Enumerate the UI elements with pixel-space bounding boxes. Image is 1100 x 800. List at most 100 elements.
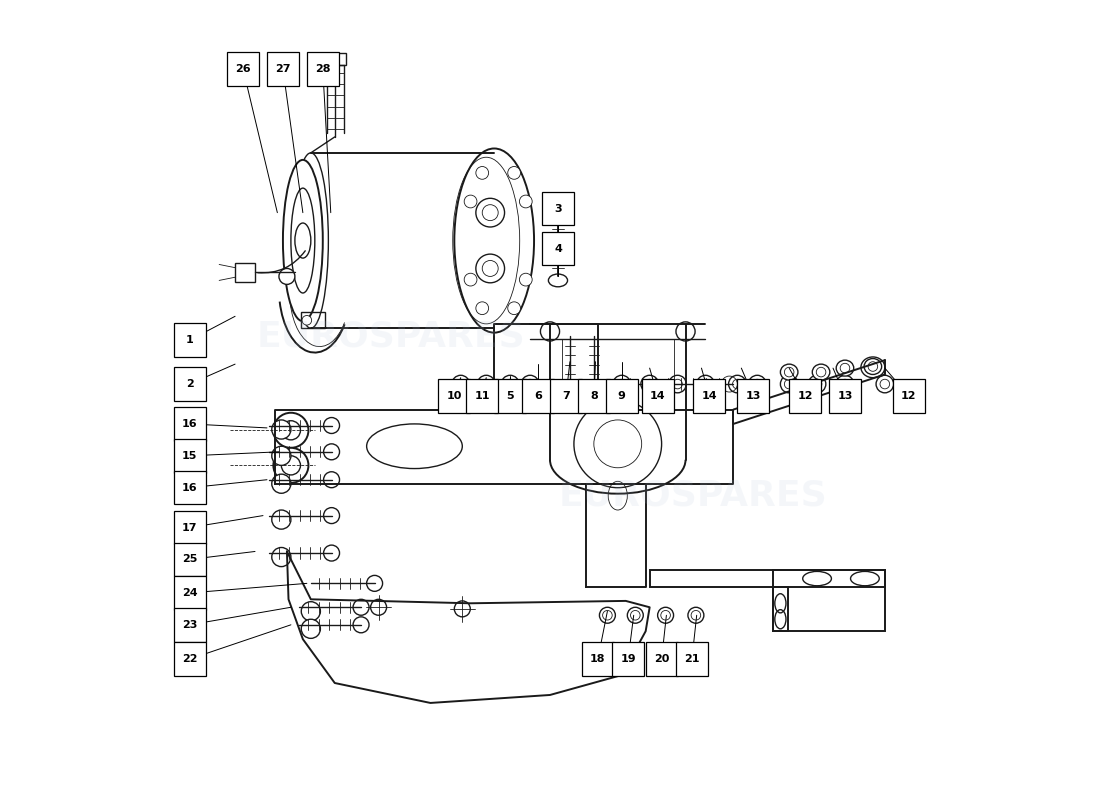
Ellipse shape	[865, 358, 881, 374]
Text: 17: 17	[182, 522, 197, 533]
Text: 15: 15	[182, 451, 197, 461]
FancyBboxPatch shape	[693, 379, 725, 413]
Text: 14: 14	[650, 391, 666, 401]
Ellipse shape	[353, 617, 369, 633]
FancyBboxPatch shape	[641, 379, 673, 413]
FancyBboxPatch shape	[582, 642, 614, 676]
FancyBboxPatch shape	[893, 379, 925, 413]
Ellipse shape	[272, 510, 290, 529]
Bar	[326, 54, 345, 65]
FancyBboxPatch shape	[174, 323, 206, 357]
FancyBboxPatch shape	[550, 379, 582, 413]
Text: 12: 12	[798, 391, 813, 401]
Text: 16: 16	[182, 419, 198, 429]
Ellipse shape	[272, 474, 290, 494]
Text: 25: 25	[182, 554, 197, 565]
FancyBboxPatch shape	[737, 379, 769, 413]
Ellipse shape	[508, 166, 520, 179]
Text: 8: 8	[590, 391, 597, 401]
Ellipse shape	[323, 545, 340, 561]
Ellipse shape	[696, 375, 714, 393]
Ellipse shape	[323, 508, 340, 523]
Bar	[650, 570, 884, 587]
Ellipse shape	[519, 274, 532, 286]
Ellipse shape	[669, 375, 686, 393]
Ellipse shape	[780, 364, 798, 380]
Ellipse shape	[748, 375, 766, 393]
FancyBboxPatch shape	[267, 53, 299, 86]
Ellipse shape	[808, 375, 826, 393]
Ellipse shape	[323, 444, 340, 460]
FancyBboxPatch shape	[307, 53, 339, 86]
Ellipse shape	[676, 322, 695, 341]
Bar	[235, 263, 255, 282]
Ellipse shape	[279, 269, 295, 285]
Text: 14: 14	[702, 391, 717, 401]
FancyBboxPatch shape	[606, 379, 638, 413]
Text: 2: 2	[186, 379, 194, 389]
FancyBboxPatch shape	[542, 232, 574, 266]
Text: 18: 18	[590, 654, 606, 664]
Ellipse shape	[452, 375, 470, 393]
Ellipse shape	[283, 160, 322, 322]
Ellipse shape	[836, 360, 854, 376]
Ellipse shape	[371, 599, 386, 615]
Bar	[773, 587, 788, 631]
FancyBboxPatch shape	[542, 192, 574, 226]
Text: 20: 20	[653, 654, 669, 664]
Bar	[773, 570, 884, 631]
Ellipse shape	[477, 375, 495, 393]
Text: 22: 22	[182, 654, 197, 664]
Text: 24: 24	[182, 588, 198, 598]
Ellipse shape	[519, 195, 532, 208]
Ellipse shape	[600, 607, 615, 623]
FancyBboxPatch shape	[174, 407, 206, 441]
FancyBboxPatch shape	[789, 379, 821, 413]
FancyBboxPatch shape	[522, 379, 554, 413]
Ellipse shape	[836, 375, 854, 393]
Ellipse shape	[272, 420, 290, 439]
FancyBboxPatch shape	[174, 542, 206, 576]
Text: EUROSPARES: EUROSPARES	[256, 319, 525, 354]
Text: 6: 6	[535, 391, 542, 401]
FancyBboxPatch shape	[466, 379, 498, 413]
Text: 28: 28	[315, 64, 330, 74]
Text: 21: 21	[684, 654, 700, 664]
Ellipse shape	[574, 400, 661, 488]
Ellipse shape	[521, 375, 539, 393]
Text: 5: 5	[506, 391, 514, 401]
Ellipse shape	[366, 575, 383, 591]
Ellipse shape	[353, 599, 369, 615]
Text: 13: 13	[746, 391, 761, 401]
Text: 12: 12	[901, 391, 916, 401]
Text: 3: 3	[554, 204, 562, 214]
Ellipse shape	[627, 607, 644, 623]
Ellipse shape	[641, 375, 659, 393]
Bar	[301, 312, 326, 328]
Ellipse shape	[658, 607, 673, 623]
Ellipse shape	[301, 602, 320, 621]
Ellipse shape	[861, 357, 884, 378]
Text: 10: 10	[447, 391, 462, 401]
Text: 13: 13	[837, 391, 852, 401]
FancyBboxPatch shape	[174, 471, 206, 505]
Ellipse shape	[454, 149, 535, 333]
Ellipse shape	[274, 413, 308, 448]
Ellipse shape	[812, 364, 829, 380]
Ellipse shape	[476, 302, 488, 314]
Ellipse shape	[454, 601, 471, 617]
FancyBboxPatch shape	[174, 511, 206, 544]
Ellipse shape	[508, 302, 520, 314]
Text: 1: 1	[186, 335, 194, 346]
Ellipse shape	[274, 448, 308, 483]
Text: 4: 4	[554, 243, 562, 254]
Ellipse shape	[476, 166, 488, 179]
Ellipse shape	[502, 375, 519, 393]
FancyBboxPatch shape	[174, 367, 206, 401]
Ellipse shape	[272, 446, 290, 466]
Text: EUROSPARES: EUROSPARES	[559, 478, 828, 513]
Text: 11: 11	[474, 391, 490, 401]
Ellipse shape	[323, 418, 340, 434]
Ellipse shape	[540, 322, 560, 341]
FancyBboxPatch shape	[578, 379, 609, 413]
